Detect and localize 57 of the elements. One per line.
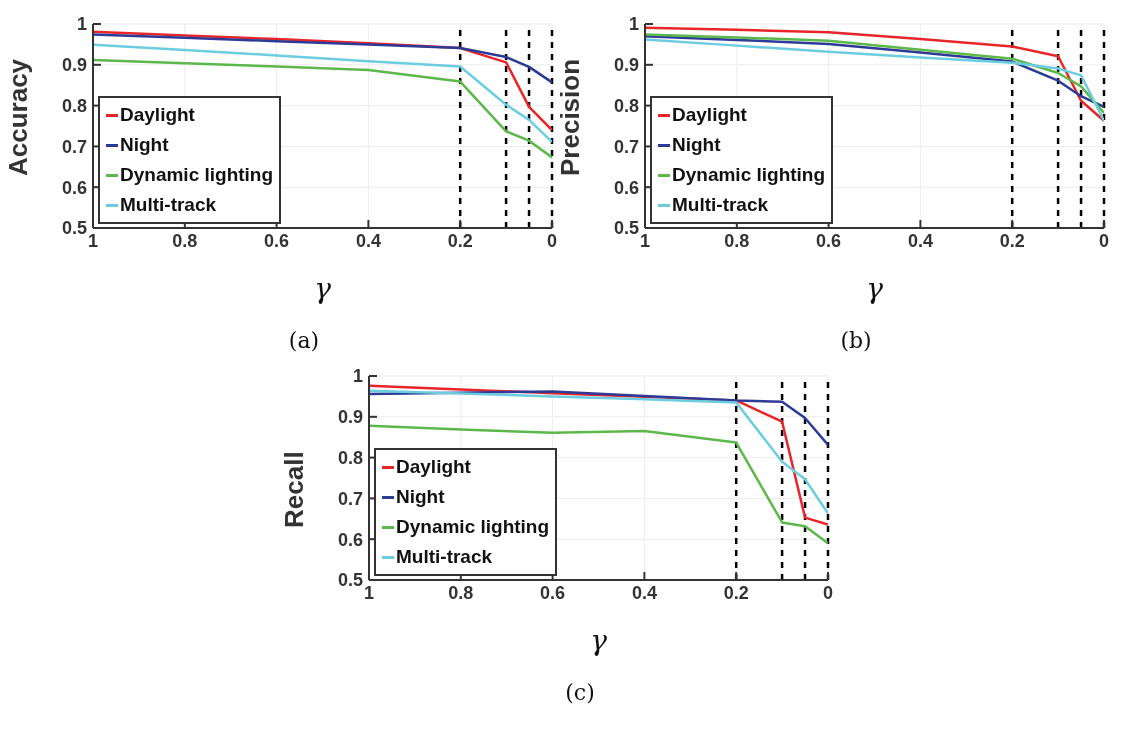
legend-label: Daylight <box>120 103 195 127</box>
x-axis-title: γ <box>314 272 332 305</box>
legend-label: Dynamic lighting <box>396 515 550 539</box>
y-tick-label: 1 <box>352 366 363 387</box>
text: (a) <box>287 328 321 353</box>
legend-label: Multi-track <box>672 193 769 217</box>
legend-label: Night <box>396 485 445 509</box>
x-tick-label: 0.6 <box>816 230 842 251</box>
legend-label: Dynamic lighting <box>120 163 274 187</box>
x-tick-label: 0.2 <box>723 582 749 603</box>
legend-label: Daylight <box>672 103 747 127</box>
x-axis-title: γ <box>866 272 884 305</box>
legend-label: Multi-track <box>120 193 217 217</box>
y-axis-title: Accuracy <box>3 58 34 176</box>
y-tick-label: 0.9 <box>337 407 363 428</box>
y-tick-label: 0.8 <box>613 95 639 116</box>
x-tick-label: 0.8 <box>172 230 198 251</box>
x-axis-title: γ <box>590 624 608 657</box>
x-tick-label: 0 <box>1098 230 1110 251</box>
x-tick-label: 0.8 <box>724 230 750 251</box>
x-tick-label: 0 <box>546 230 558 251</box>
line-series <box>93 33 552 84</box>
x-tick-label: 0.4 <box>631 582 657 603</box>
text: (c) <box>564 680 596 705</box>
legend-label: Multi-track <box>396 545 493 569</box>
y-tick-label: 0.5 <box>61 218 87 239</box>
x-tick-label: 0.2 <box>999 230 1025 251</box>
y-tick-label: 1 <box>76 14 87 35</box>
y-tick-label: 0.8 <box>337 447 363 468</box>
legend-label: Night <box>120 133 169 157</box>
y-tick-label: 0.7 <box>613 136 639 157</box>
x-tick-label: 0.2 <box>447 230 473 251</box>
legend-label: Dynamic lighting <box>672 163 826 187</box>
x-tick-label: 0.4 <box>355 230 381 251</box>
line-series <box>93 58 552 159</box>
y-tick-label: 0.5 <box>337 570 363 591</box>
y-tick-label: 0.6 <box>61 177 87 198</box>
y-tick-label: 0.5 <box>613 218 639 239</box>
y-tick-label: 0.8 <box>61 95 87 116</box>
y-tick-label: 0.6 <box>613 177 639 198</box>
text: (b) <box>839 328 873 353</box>
y-tick-label: 0.7 <box>337 488 363 509</box>
x-tick-label: 0 <box>822 582 834 603</box>
y-axis-title: Precision <box>555 58 586 176</box>
x-tick-label: 0.8 <box>448 582 474 603</box>
y-tick-label: 0.6 <box>337 529 363 550</box>
line-series <box>369 424 828 545</box>
y-tick-label: 0.9 <box>613 55 639 76</box>
y-tick-label: 0.9 <box>61 55 87 76</box>
x-tick-label: 0.6 <box>540 582 566 603</box>
y-tick-label: 1 <box>628 14 639 35</box>
y-tick-label: 0.7 <box>61 136 87 157</box>
legend-label: Daylight <box>396 455 471 479</box>
legend-label: Night <box>672 133 721 157</box>
y-axis-title: Recall <box>279 451 310 528</box>
x-tick-label: 0.6 <box>264 230 290 251</box>
x-tick-label: 0.4 <box>907 230 933 251</box>
